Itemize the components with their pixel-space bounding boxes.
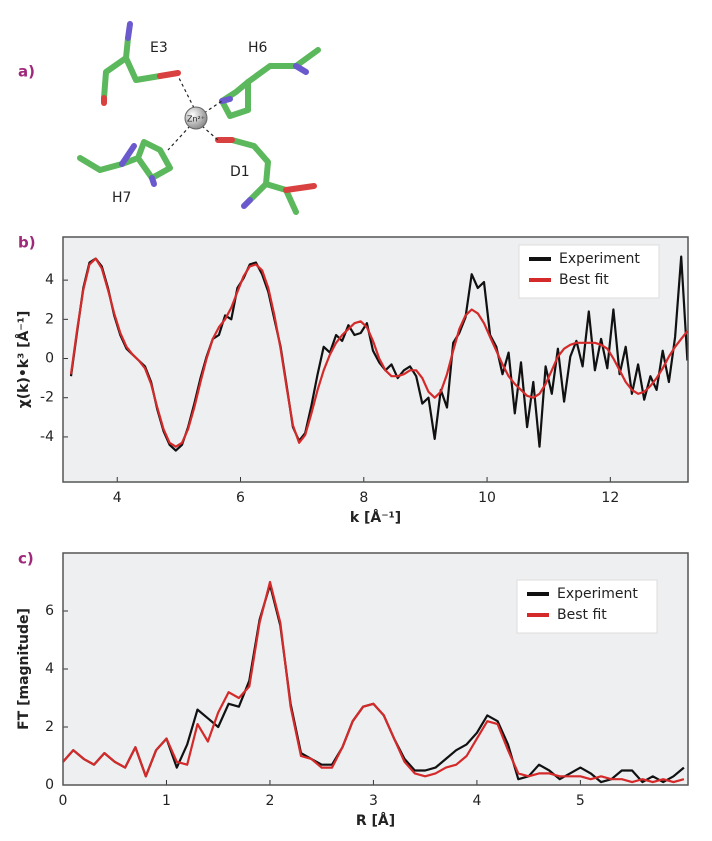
y-tick-label: 2 (45, 311, 54, 327)
y-tick-label: 4 (45, 661, 54, 677)
plot-frame (62, 236, 689, 483)
y-tick-label: 6 (45, 603, 54, 619)
panel-label: b) (18, 234, 36, 252)
residue-label: D1 (230, 164, 250, 180)
y-tick-label: 4 (45, 272, 54, 288)
y-axis-label: χ(k)•k³ [Å⁻¹] (15, 311, 32, 409)
plot-frame (62, 552, 689, 786)
data-line (69, 257, 689, 448)
y-tick-label: 2 (45, 719, 54, 735)
ion-label: Zn²⁺ (187, 115, 205, 124)
legend-box (518, 244, 660, 299)
y-axis-label: FT [magnitude] (16, 608, 32, 730)
x-tick-label: 6 (236, 490, 245, 506)
x-axis-label: k [Å⁻¹] (350, 509, 401, 526)
panel-label: c) (18, 550, 34, 568)
x-tick-label: 10 (478, 490, 496, 506)
residue-h7 (77, 139, 173, 187)
x-tick-label: 4 (472, 793, 481, 809)
residue-label: E3 (150, 40, 168, 56)
x-tick-label: 5 (576, 793, 585, 809)
y-tick-label: -2 (40, 390, 54, 406)
structure: a) E3 (18, 21, 321, 215)
legend-label: Experiment (557, 586, 638, 602)
x-tick-label: 2 (265, 793, 274, 809)
legend-label: Experiment (559, 251, 640, 267)
residue-d1 (215, 137, 317, 215)
x-tick-label: 3 (369, 793, 378, 809)
legend-label: Best fit (559, 272, 609, 288)
residue-label: H6 (248, 40, 268, 56)
legend-label: Best fit (557, 607, 607, 623)
x-tick-label: 1 (162, 793, 171, 809)
legend-box (516, 579, 658, 634)
residue-label: H7 (112, 190, 131, 206)
y-tick-label: -4 (40, 429, 54, 445)
x-tick-label: 0 (59, 793, 68, 809)
residue-h6 (219, 47, 321, 119)
panel-label: a) (18, 63, 35, 81)
y-tick-label: 0 (45, 351, 54, 367)
coordination-bonds (167, 75, 223, 151)
x-tick-label: 4 (113, 490, 122, 506)
x-axis-label: R [Å] (356, 812, 395, 829)
x-tick-label: 8 (359, 490, 368, 506)
y-tick-label: 0 (45, 777, 54, 793)
data-line (69, 255, 689, 452)
residue-e3 (101, 21, 181, 106)
data-line (62, 580, 685, 784)
zinc-ion (184, 106, 208, 130)
x-tick-label: 12 (601, 490, 619, 506)
